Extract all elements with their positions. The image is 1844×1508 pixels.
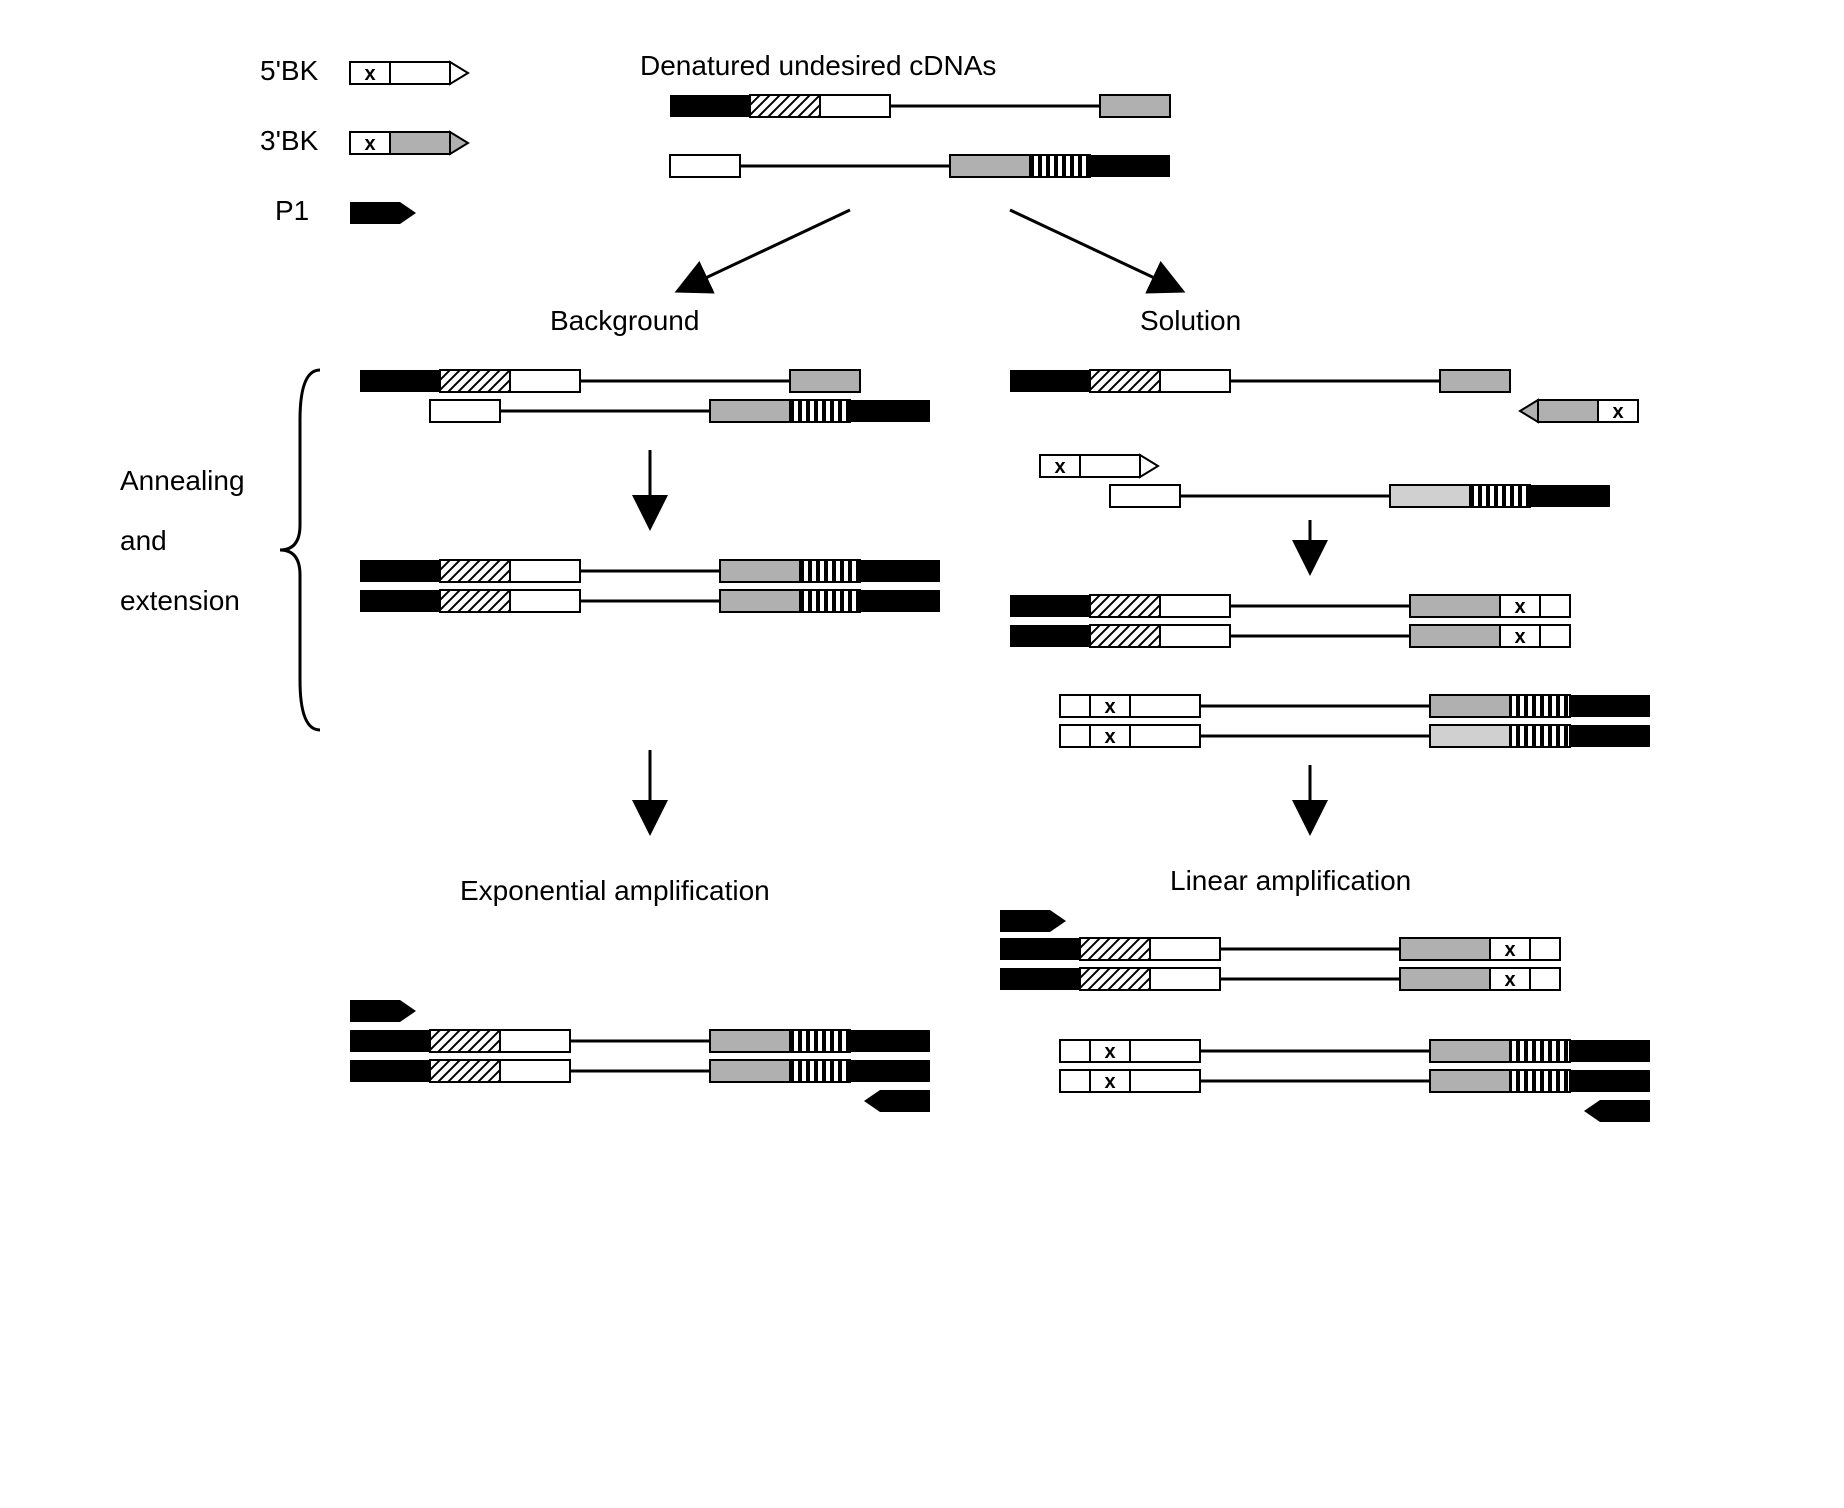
svg-text:x: x <box>1054 456 1065 478</box>
bg-stagger-bot <box>430 400 930 422</box>
branch-arrow-left <box>680 210 850 290</box>
sol-3bk: x <box>1520 400 1638 423</box>
bg-stagger-top <box>360 370 860 392</box>
legend-5bk-label: 5'BK <box>260 55 319 86</box>
svg-text:x: x <box>1504 969 1515 991</box>
sol-prod2-top: x <box>1060 695 1650 718</box>
result-left-label: Exponential amplification <box>460 875 770 906</box>
sol-p1-bot <box>1584 1100 1650 1122</box>
sol-top-strand <box>1010 370 1510 392</box>
sol-final1-top: x <box>1000 938 1560 961</box>
cdna-bottom-strand <box>670 155 1170 177</box>
branch-arrow-right <box>1010 210 1180 290</box>
branch-left-label: Background <box>550 305 699 336</box>
svg-text:x: x <box>1612 401 1623 423</box>
result-right-label: Linear amplification <box>1170 865 1411 896</box>
sol-prod1-bot: x <box>1010 625 1570 648</box>
side-label-2: and <box>120 525 167 556</box>
title: Denatured undesired cDNAs <box>640 50 996 81</box>
branch-right-label: Solution <box>1140 305 1241 336</box>
svg-text:x: x <box>1504 939 1515 961</box>
bg-full-top <box>360 560 940 582</box>
svg-text:x: x <box>1514 626 1525 648</box>
svg-text:x: x <box>1104 696 1115 718</box>
legend-3bk-label: 3'BK <box>260 125 319 156</box>
bg-final-top <box>350 1030 930 1052</box>
svg-text:x: x <box>1104 726 1115 748</box>
sol-bot-strand <box>1110 485 1610 507</box>
legend-p1-label: P1 <box>275 195 309 226</box>
diagram-root: 5'BK x 3'BK x P1 Denatured undesired cDN… <box>20 20 1844 1488</box>
sol-final2-top: x <box>1060 1040 1650 1063</box>
sol-p1-top <box>1000 910 1066 932</box>
cdna-top-strand <box>670 95 1170 117</box>
legend-3bk-glyph: x <box>350 132 468 155</box>
bg-p1-bot <box>864 1090 930 1112</box>
svg-text:x: x <box>364 63 375 85</box>
svg-text:x: x <box>1104 1071 1115 1093</box>
svg-text:x: x <box>1514 596 1525 618</box>
sol-final2-bot: x <box>1060 1070 1650 1093</box>
bg-p1-top <box>350 1000 416 1022</box>
bg-final-bot <box>350 1060 930 1082</box>
sol-prod2-bot: x <box>1060 725 1650 748</box>
bg-full-bot <box>360 590 940 612</box>
brace <box>280 370 320 730</box>
side-label-1: Annealing <box>120 465 245 496</box>
side-label-3: extension <box>120 585 240 616</box>
svg-text:x: x <box>364 133 375 155</box>
sol-5bk: x <box>1040 455 1158 478</box>
legend-p1-glyph <box>350 202 416 224</box>
legend-5bk-glyph: x <box>350 62 468 85</box>
svg-text:x: x <box>1104 1041 1115 1063</box>
sol-prod1-top: x <box>1010 595 1570 618</box>
sol-final1-bot: x <box>1000 968 1560 991</box>
